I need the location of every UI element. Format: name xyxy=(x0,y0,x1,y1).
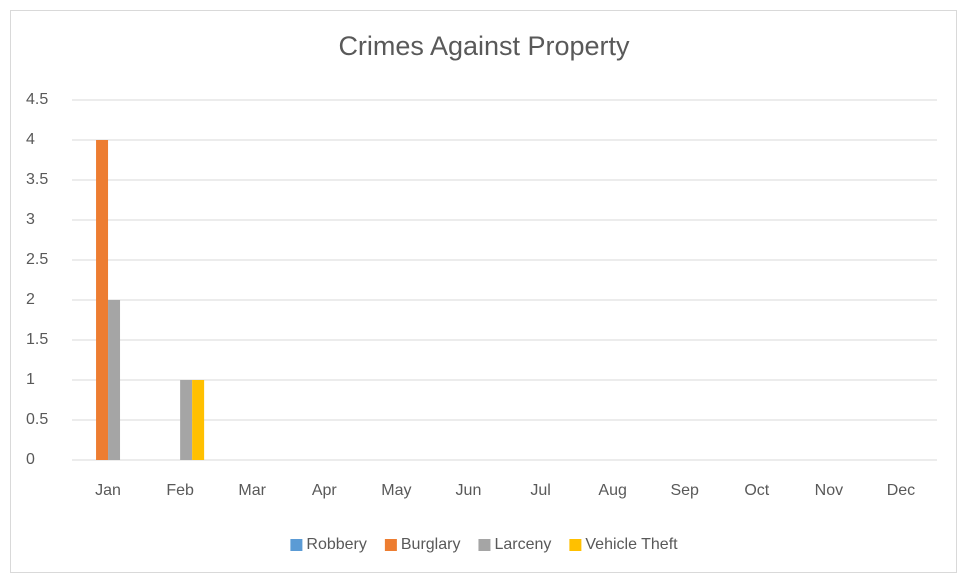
chart-title: Crimes Against Property xyxy=(338,31,630,61)
y-tick-label: 4.5 xyxy=(26,91,48,108)
legend-swatch xyxy=(290,539,303,551)
x-tick-label: Sep xyxy=(670,482,699,499)
legend-swatch xyxy=(478,539,491,551)
bar xyxy=(192,380,205,460)
legend-label: Vehicle Theft xyxy=(585,536,678,553)
bar xyxy=(108,300,121,460)
y-tick-label: 2.5 xyxy=(26,251,48,268)
legend-swatch xyxy=(569,539,582,551)
x-tick-label: Jun xyxy=(456,482,482,499)
y-tick-label: 2 xyxy=(26,291,35,308)
x-tick-label: Jul xyxy=(530,482,550,499)
x-tick-label: Feb xyxy=(166,482,194,499)
legend-swatch xyxy=(384,539,397,551)
y-tick-label: 3.5 xyxy=(26,171,48,188)
x-tick-label: Apr xyxy=(312,482,338,499)
x-tick-label: May xyxy=(381,482,411,499)
bar xyxy=(180,380,193,460)
y-tick-label: 3 xyxy=(26,211,35,228)
chart-border xyxy=(10,10,957,573)
bar xyxy=(96,140,109,460)
y-tick-label: 4 xyxy=(26,131,35,148)
legend-label: Larceny xyxy=(494,536,551,553)
x-tick-label: Jan xyxy=(95,482,121,499)
legend-label: Robbery xyxy=(306,536,366,553)
y-tick-label: 0 xyxy=(26,451,35,468)
y-tick-label: 1.5 xyxy=(26,331,48,348)
x-tick-label: Aug xyxy=(598,482,626,499)
y-tick-label: 0.5 xyxy=(26,411,48,428)
legend-label: Burglary xyxy=(401,536,461,553)
y-tick-label: 1 xyxy=(26,371,35,388)
x-tick-label: Nov xyxy=(815,482,843,499)
x-tick-label: Mar xyxy=(238,482,266,499)
x-tick-label: Dec xyxy=(887,482,915,499)
x-tick-label: Oct xyxy=(744,482,769,499)
